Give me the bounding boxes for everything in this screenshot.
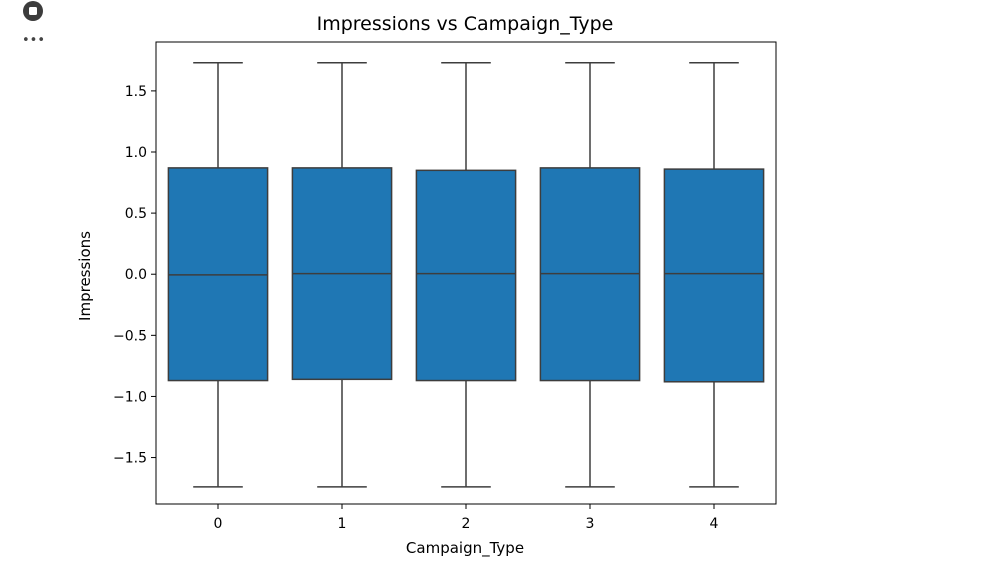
y-tick-label: 0.5: [125, 206, 147, 222]
axes-frame: [155, 41, 777, 505]
y-tick-label: −1.5: [113, 451, 147, 467]
more-horiz-icon[interactable]: •••: [22, 33, 46, 48]
y-tick-label: −1.0: [113, 389, 147, 405]
x-tick-label: 1: [338, 516, 347, 532]
x-tick-label: 2: [462, 516, 471, 532]
box-body: [415, 169, 517, 382]
box-body: [663, 168, 765, 383]
chart-title: Impressions vs Campaign_Type: [317, 13, 614, 35]
y-tick-label: −0.5: [113, 328, 147, 344]
stop-circle-icon[interactable]: [22, 0, 44, 22]
y-tick-label: 0.0: [125, 267, 147, 283]
x-tick-label: 3: [586, 516, 595, 532]
y-axis-label: Impressions: [76, 231, 94, 321]
y-tick-label: 1.5: [125, 84, 147, 100]
cell-gutter: •••: [0, 0, 60, 577]
x-axis-label: Campaign_Type: [406, 539, 524, 558]
plot-area: −1.5 −1.0 −0.5 0.0 0.5 1.0 1.5 0 1 2 3 4: [113, 62, 765, 532]
y-tick-label: 1.0: [125, 145, 147, 161]
x-tick-label: 4: [710, 516, 719, 532]
x-tick-label: 0: [214, 516, 223, 532]
